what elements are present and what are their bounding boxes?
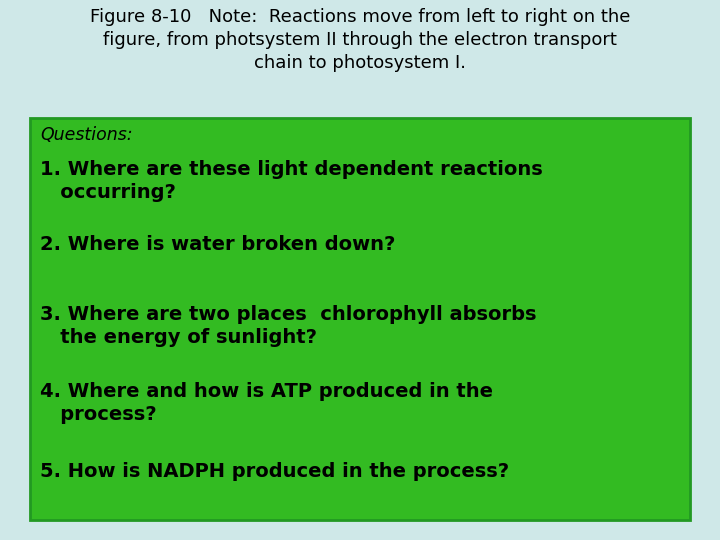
Text: 4. Where and how is ATP produced in the
   process?: 4. Where and how is ATP produced in the … — [40, 382, 493, 424]
Text: 5. How is NADPH produced in the process?: 5. How is NADPH produced in the process? — [40, 462, 509, 481]
Text: 1. Where are these light dependent reactions
   occurring?: 1. Where are these light dependent react… — [40, 160, 543, 202]
Text: 3. Where are two places  chlorophyll absorbs
   the energy of sunlight?: 3. Where are two places chlorophyll abso… — [40, 305, 536, 347]
Text: Figure 8-10   Note:  Reactions move from left to right on the
figure, from phots: Figure 8-10 Note: Reactions move from le… — [90, 8, 630, 72]
Text: 2. Where is water broken down?: 2. Where is water broken down? — [40, 235, 395, 254]
Text: Questions:: Questions: — [40, 126, 132, 144]
Bar — [30, 118, 690, 520]
